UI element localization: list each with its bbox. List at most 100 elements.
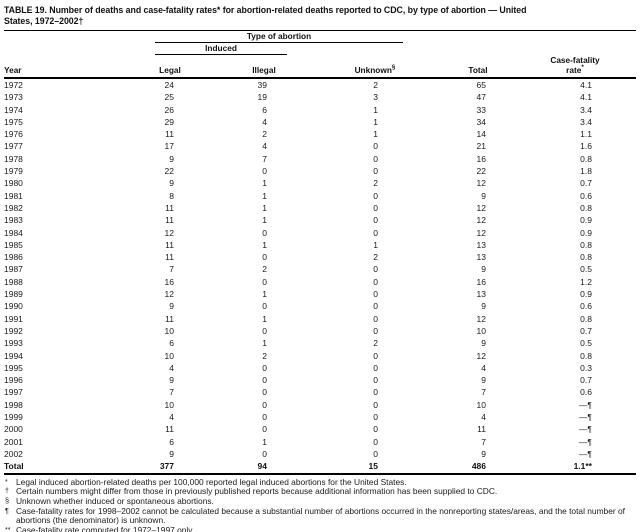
unknown-deaths-cell: 2 [373,338,378,349]
year-cell: 1997 [4,387,23,398]
total-illegal-cell: 94 [220,460,308,475]
footnote-text: Case-fatality rate computed for 1972–199… [16,525,195,532]
type-of-abortion-underline: Type of abortion [155,31,403,43]
unknown-deaths-cell: 0 [373,227,378,238]
table-row: 1999 4 0 0 4 —¶ [4,411,636,423]
legal-deaths-cell: 11 [165,215,174,226]
legal-deaths-cell: 10 [164,399,174,410]
illegal-deaths-cell: 1 [262,239,267,250]
total-deaths-cell: 7 [481,436,486,447]
table-row: 1993 6 1 2 9 0.5 [4,337,636,349]
total-deaths-cell: 16 [476,276,486,287]
legal-deaths-cell: 11 [165,129,174,140]
illegal-deaths-cell: 1 [262,202,267,213]
unknown-deaths-cell: 0 [373,436,378,447]
case-fatality-rate-cell: 0.9 [580,289,592,300]
year-cell: 1974 [4,104,23,115]
legal-deaths-cell: 17 [164,141,174,152]
unknown-deaths-cell: 0 [373,325,378,336]
footnote-symbol: † [5,486,9,496]
illegal-deaths-cell: 4 [262,141,267,152]
col-header-year: Year [4,55,120,79]
total-deaths-cell: 10 [476,399,486,410]
total-deaths-cell: 12 [476,227,486,238]
table-row: 1974 26 6 1 33 3.4 [4,104,636,116]
legal-deaths-cell: 12 [164,289,174,300]
legal-deaths-cell: 9 [169,448,174,459]
legal-deaths-cell: 12 [164,227,174,238]
illegal-deaths-cell: 0 [262,424,267,435]
footnote: † Certain numbers might differ from thos… [4,486,636,497]
case-fatality-rate-cell: 0.5 [580,264,592,275]
case-fatality-rate-cell: 1.8 [580,166,592,177]
total-deaths-cell: 4 [481,362,486,373]
legal-deaths-cell: 11 [165,202,174,213]
total-deaths-cell: 12 [476,215,486,226]
table-row: 1998 10 0 0 10 —¶ [4,399,636,411]
case-fatality-rate-cell: —¶ [578,399,592,410]
year-cell: 1999 [4,412,23,423]
unknown-deaths-cell: 3 [373,92,378,103]
unknown-deaths-cell: 2 [373,178,378,189]
total-deaths-cell: 4 [481,412,486,423]
footnote-symbol: ¶ [5,505,9,515]
legal-deaths-cell: 7 [169,264,174,275]
illegal-deaths-cell: 1 [262,190,267,201]
year-cell: 1988 [4,276,23,287]
unknown-deaths-cell: 1 [373,239,378,250]
spacer-cell [442,31,514,44]
case-fatality-rate-cell: 0.8 [580,239,592,250]
case-fatality-rate-cell: 3.4 [580,116,592,127]
footnote-text: Unknown whether induced or spontaneous a… [16,495,214,506]
unknown-deaths-cell: 0 [373,412,378,423]
table-row: 1988 16 0 0 16 1.2 [4,276,636,288]
induced-underline: Induced [155,43,287,55]
unknown-deaths-cell: 0 [373,399,378,410]
year-cell: 1992 [4,325,23,336]
spanner-type-of-abortion-label: Type of abortion [246,31,312,41]
year-cell: 1973 [4,92,23,103]
table-row: 1972 24 39 2 65 4.1 [4,78,636,91]
illegal-deaths-cell: 0 [262,362,267,373]
illegal-deaths-cell: 0 [262,448,267,459]
total-unknown-cell: 15 [308,460,442,475]
table-row: 1994 10 2 0 12 0.8 [4,350,636,362]
illegal-deaths-cell: 0 [262,252,267,263]
unknown-deaths-cell: 2 [373,252,378,263]
case-fatality-rate-cell: 0.8 [580,153,592,164]
unknown-deaths-cell: 0 [373,215,378,226]
table-row: 1996 9 0 0 9 0.7 [4,374,636,386]
table-row: 1992 10 0 0 10 0.7 [4,325,636,337]
case-fatality-rate-cell: 0.9 [580,227,592,238]
table-row: 1973 25 19 3 47 4.1 [4,91,636,103]
spacer-cell [4,43,120,55]
case-fatality-rate-cell: 1.1 [580,129,592,140]
case-fatality-rate-cell: 3.4 [580,104,592,115]
table-row: 1977 17 4 0 21 1.6 [4,140,636,152]
col-header-unknown: Unknown§ [308,55,442,79]
case-fatality-rate-cell: 4.1 [580,80,592,90]
col-header-illegal: Illegal [220,55,308,79]
year-cell: 1976 [4,129,23,140]
table-row: 1983 11 1 0 12 0.9 [4,214,636,226]
unknown-deaths-cell: 0 [373,141,378,152]
spacer-cell [308,43,442,55]
legal-deaths-cell: 10 [164,350,174,361]
illegal-deaths-cell: 0 [262,412,267,423]
table-row: 2001 6 1 0 7 —¶ [4,436,636,448]
year-cell: 1977 [4,141,23,152]
illegal-deaths-cell: 1 [262,436,267,447]
table-row: 1997 7 0 0 7 0.6 [4,386,636,398]
case-fatality-rate-cell: 0.7 [580,375,592,386]
unknown-deaths-cell: 0 [373,166,378,177]
unknown-deaths-cell: 1 [373,129,378,140]
footnote: * Legal induced abortion-related deaths … [4,477,636,488]
unknown-deaths-cell: 0 [373,276,378,287]
illegal-deaths-cell: 0 [262,325,267,336]
year-cell: 1991 [4,313,23,324]
legal-deaths-cell: 9 [169,178,174,189]
illegal-deaths-cell: 0 [262,301,267,312]
total-deaths-cell: 12 [476,178,486,189]
illegal-deaths-cell: 1 [262,289,267,300]
legal-deaths-cell: 4 [169,412,174,423]
